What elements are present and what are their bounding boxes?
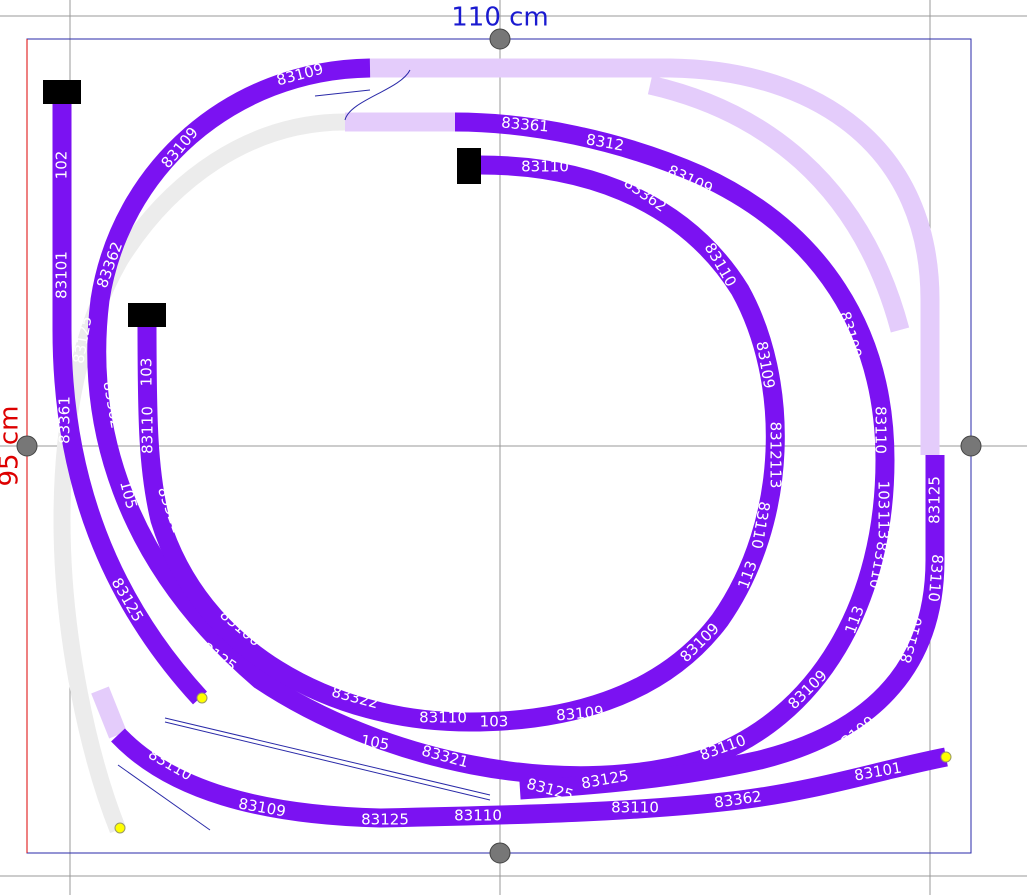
track-label: 83109 [555, 702, 604, 724]
uncoupler-lines [117, 69, 491, 831]
track-label: 83101 [853, 759, 903, 785]
track-label: 83125 [108, 575, 147, 625]
track-label: 83362 [713, 787, 763, 811]
track-label: 83361 [500, 113, 549, 135]
track-label: 83109 [676, 619, 722, 665]
track-label: 83110 [454, 807, 502, 825]
track-label: 8312 [585, 130, 626, 154]
track-label: 103 [875, 481, 893, 510]
height-dimension: 95 cm [0, 406, 25, 487]
tracks [52, 58, 948, 828]
track-label: 105 [359, 731, 390, 754]
track-label: 83109 [157, 124, 201, 172]
handles [16, 28, 982, 864]
track-label: 113 [734, 558, 761, 591]
track-label: 83125 [361, 811, 409, 829]
track-label: 83101 [53, 251, 71, 299]
track-label: 83110 [139, 406, 157, 454]
track-label: 102 [53, 151, 71, 180]
track-label: 8312113 [767, 422, 785, 489]
ghost-tracks [53, 58, 940, 834]
track-label: 83110 [701, 240, 740, 290]
track-label: 83125 [926, 476, 944, 524]
track-label: 83110 [521, 158, 569, 176]
track-label: 113 [841, 603, 868, 636]
track-label: 83109 [784, 666, 830, 712]
track-label: 83109 [752, 340, 778, 390]
track-label: 83110 [924, 553, 946, 602]
track-label: 83110 [872, 406, 890, 454]
track-ends [114, 692, 952, 834]
track-label: 83110 [611, 799, 659, 817]
width-dimension: 110 cm [451, 3, 549, 33]
track-label: 103 [138, 358, 156, 387]
track-label: 103 [480, 713, 509, 731]
track-label: 83361 [56, 396, 74, 444]
track-label: 83109 [237, 795, 287, 821]
track-label: 83110 [419, 709, 467, 727]
bumpers [43, 80, 481, 327]
track-label: 83110 [747, 500, 773, 550]
track-label: 113 [875, 511, 893, 540]
